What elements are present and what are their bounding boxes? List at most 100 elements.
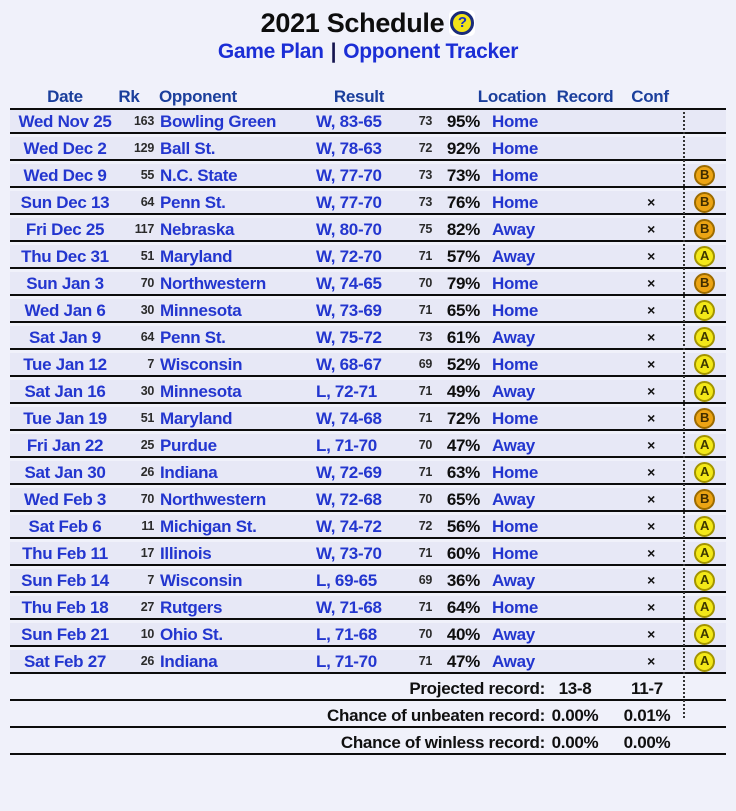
opponent-link[interactable]: Wisconsin	[160, 571, 243, 590]
result-link[interactable]: W, 71-68	[316, 598, 382, 617]
result-link[interactable]: W, 74-72	[316, 517, 382, 536]
tier-badge-cell: A	[683, 623, 726, 645]
summary-conf-value: 0.00%	[623, 733, 671, 752]
game-row: Sun Feb 14 7 Wisconsin L, 69-65 69 36% A…	[10, 569, 726, 593]
table-header-row: Date Rk Opponent Result Location Record …	[10, 86, 726, 110]
header-opponent: Opponent	[159, 87, 237, 106]
opponent-link[interactable]: Rutgers	[160, 598, 223, 617]
tier-badge-icon: A	[694, 596, 715, 618]
win-probability: 36%	[446, 571, 480, 590]
summary-row: Projected record: 13-8 11-7	[10, 677, 726, 701]
result-link[interactable]: W, 75-72	[316, 328, 382, 347]
opponent-link[interactable]: Minnesota	[160, 301, 242, 320]
tier-badge-icon: B	[694, 272, 715, 294]
result-link[interactable]: L, 72-71	[316, 382, 377, 401]
result-link[interactable]: W, 74-65	[316, 274, 382, 293]
tier-badge-icon: B	[694, 218, 715, 240]
result-link[interactable]: W, 78-63	[316, 139, 382, 158]
result-link[interactable]: W, 72-70	[316, 247, 382, 266]
opponent-link[interactable]: Purdue	[160, 436, 217, 455]
projected-score: 70	[418, 492, 433, 506]
conference-game-mark: ×	[647, 491, 655, 507]
win-probability: 52%	[446, 355, 480, 374]
tier-badge-icon: A	[694, 245, 715, 267]
opponent-link[interactable]: Maryland	[160, 247, 233, 266]
result-link[interactable]: W, 73-69	[316, 301, 382, 320]
opponent-link[interactable]: Illinois	[160, 544, 212, 563]
opponent-link[interactable]: Northwestern	[160, 274, 266, 293]
result-link[interactable]: W, 72-68	[316, 490, 382, 509]
game-row: Tue Jan 19 51 Maryland W, 74-68 71 72% H…	[10, 407, 726, 431]
game-plan-link[interactable]: Game Plan	[217, 40, 324, 63]
game-location: Home	[492, 301, 539, 320]
game-location: Home	[492, 463, 539, 482]
conference-game-mark: ×	[647, 329, 655, 345]
tier-badge-cell: B	[683, 218, 726, 240]
opponent-rank: 7	[147, 357, 154, 371]
opponent-link[interactable]: Penn St.	[160, 193, 226, 212]
result-link[interactable]: W, 77-70	[316, 166, 382, 185]
opponent-rank: 51	[140, 249, 155, 263]
opponent-link[interactable]: N.C. State	[160, 166, 238, 185]
result-link[interactable]: W, 83-65	[316, 112, 382, 131]
header-location: Location	[477, 87, 547, 106]
opponent-rank: 163	[134, 114, 154, 128]
game-row: Sun Jan 3 70 Northwestern W, 74-65 70 79…	[10, 272, 726, 296]
opponent-link[interactable]: Penn St.	[160, 328, 226, 347]
tier-badge-cell: A	[683, 461, 726, 483]
tier-badge-icon: A	[694, 461, 715, 483]
result-link[interactable]: W, 74-68	[316, 409, 382, 428]
result-link[interactable]: W, 73-70	[316, 544, 382, 563]
opponent-link[interactable]: Michigan St.	[160, 517, 257, 536]
help-icon[interactable]: ?	[449, 10, 476, 36]
opponent-tracker-link[interactable]: Opponent Tracker	[343, 40, 519, 63]
opponent-rank: 7	[147, 573, 154, 587]
result-link[interactable]: L, 71-68	[316, 625, 377, 644]
projected-score: 75	[418, 222, 433, 236]
game-row: Sat Jan 16 30 Minnesota L, 72-71 71 49% …	[10, 380, 726, 404]
opponent-link[interactable]: Indiana	[160, 463, 218, 482]
result-link[interactable]: L, 69-65	[316, 571, 377, 590]
game-row: Tue Jan 12 7 Wisconsin W, 68-67 69 52% H…	[10, 353, 726, 377]
opponent-link[interactable]: Wisconsin	[160, 355, 243, 374]
game-location: Away	[492, 247, 535, 266]
result-link[interactable]: W, 80-70	[316, 220, 382, 239]
projected-score: 71	[418, 303, 433, 317]
result-link[interactable]: L, 71-70	[316, 436, 377, 455]
game-row: Fri Jan 22 25 Purdue L, 71-70 70 47% Awa…	[10, 434, 726, 458]
summary-label: Projected record:	[409, 679, 545, 698]
tier-badge-cell: A	[683, 515, 726, 537]
opponent-rank: 70	[140, 276, 155, 290]
result-link[interactable]: W, 77-70	[316, 193, 382, 212]
result-link[interactable]: L, 71-70	[316, 652, 377, 671]
result-link[interactable]: W, 72-69	[316, 463, 382, 482]
game-location: Home	[492, 355, 539, 374]
opponent-link[interactable]: Nebraska	[160, 220, 235, 239]
summary-conf-value: 0.01%	[623, 706, 671, 725]
opponent-link[interactable]: Indiana	[160, 652, 218, 671]
projected-score: 70	[418, 438, 433, 452]
game-date: Fri Dec 25	[25, 220, 105, 239]
game-location: Away	[492, 625, 535, 644]
opponent-link[interactable]: Northwestern	[160, 490, 266, 509]
opponent-link[interactable]: Bowling Green	[160, 112, 277, 131]
projected-score: 71	[418, 384, 433, 398]
tier-badge-icon: A	[694, 650, 715, 672]
opponent-link[interactable]: Ohio St.	[160, 625, 223, 644]
projected-score: 69	[418, 573, 433, 587]
opponent-rank: 30	[140, 303, 155, 317]
game-date: Sat Feb 27	[23, 652, 107, 671]
game-row: Wed Dec 2 129 Ball St. W, 78-63 72 92% H…	[10, 137, 726, 161]
tier-badge-cell: A	[683, 245, 726, 267]
opponent-link[interactable]: Ball St.	[160, 139, 216, 158]
tier-badge-cell: A	[683, 542, 726, 564]
opponent-link[interactable]: Minnesota	[160, 382, 242, 401]
win-probability: 82%	[446, 220, 480, 239]
result-link[interactable]: W, 68-67	[316, 355, 382, 374]
game-row: Sat Jan 9 64 Penn St. W, 75-72 73 61% Aw…	[10, 326, 726, 350]
projected-score: 71	[418, 465, 433, 479]
projected-score: 71	[418, 249, 433, 263]
win-probability: 57%	[446, 247, 480, 266]
tier-badge-icon: A	[694, 434, 715, 456]
opponent-link[interactable]: Maryland	[160, 409, 233, 428]
